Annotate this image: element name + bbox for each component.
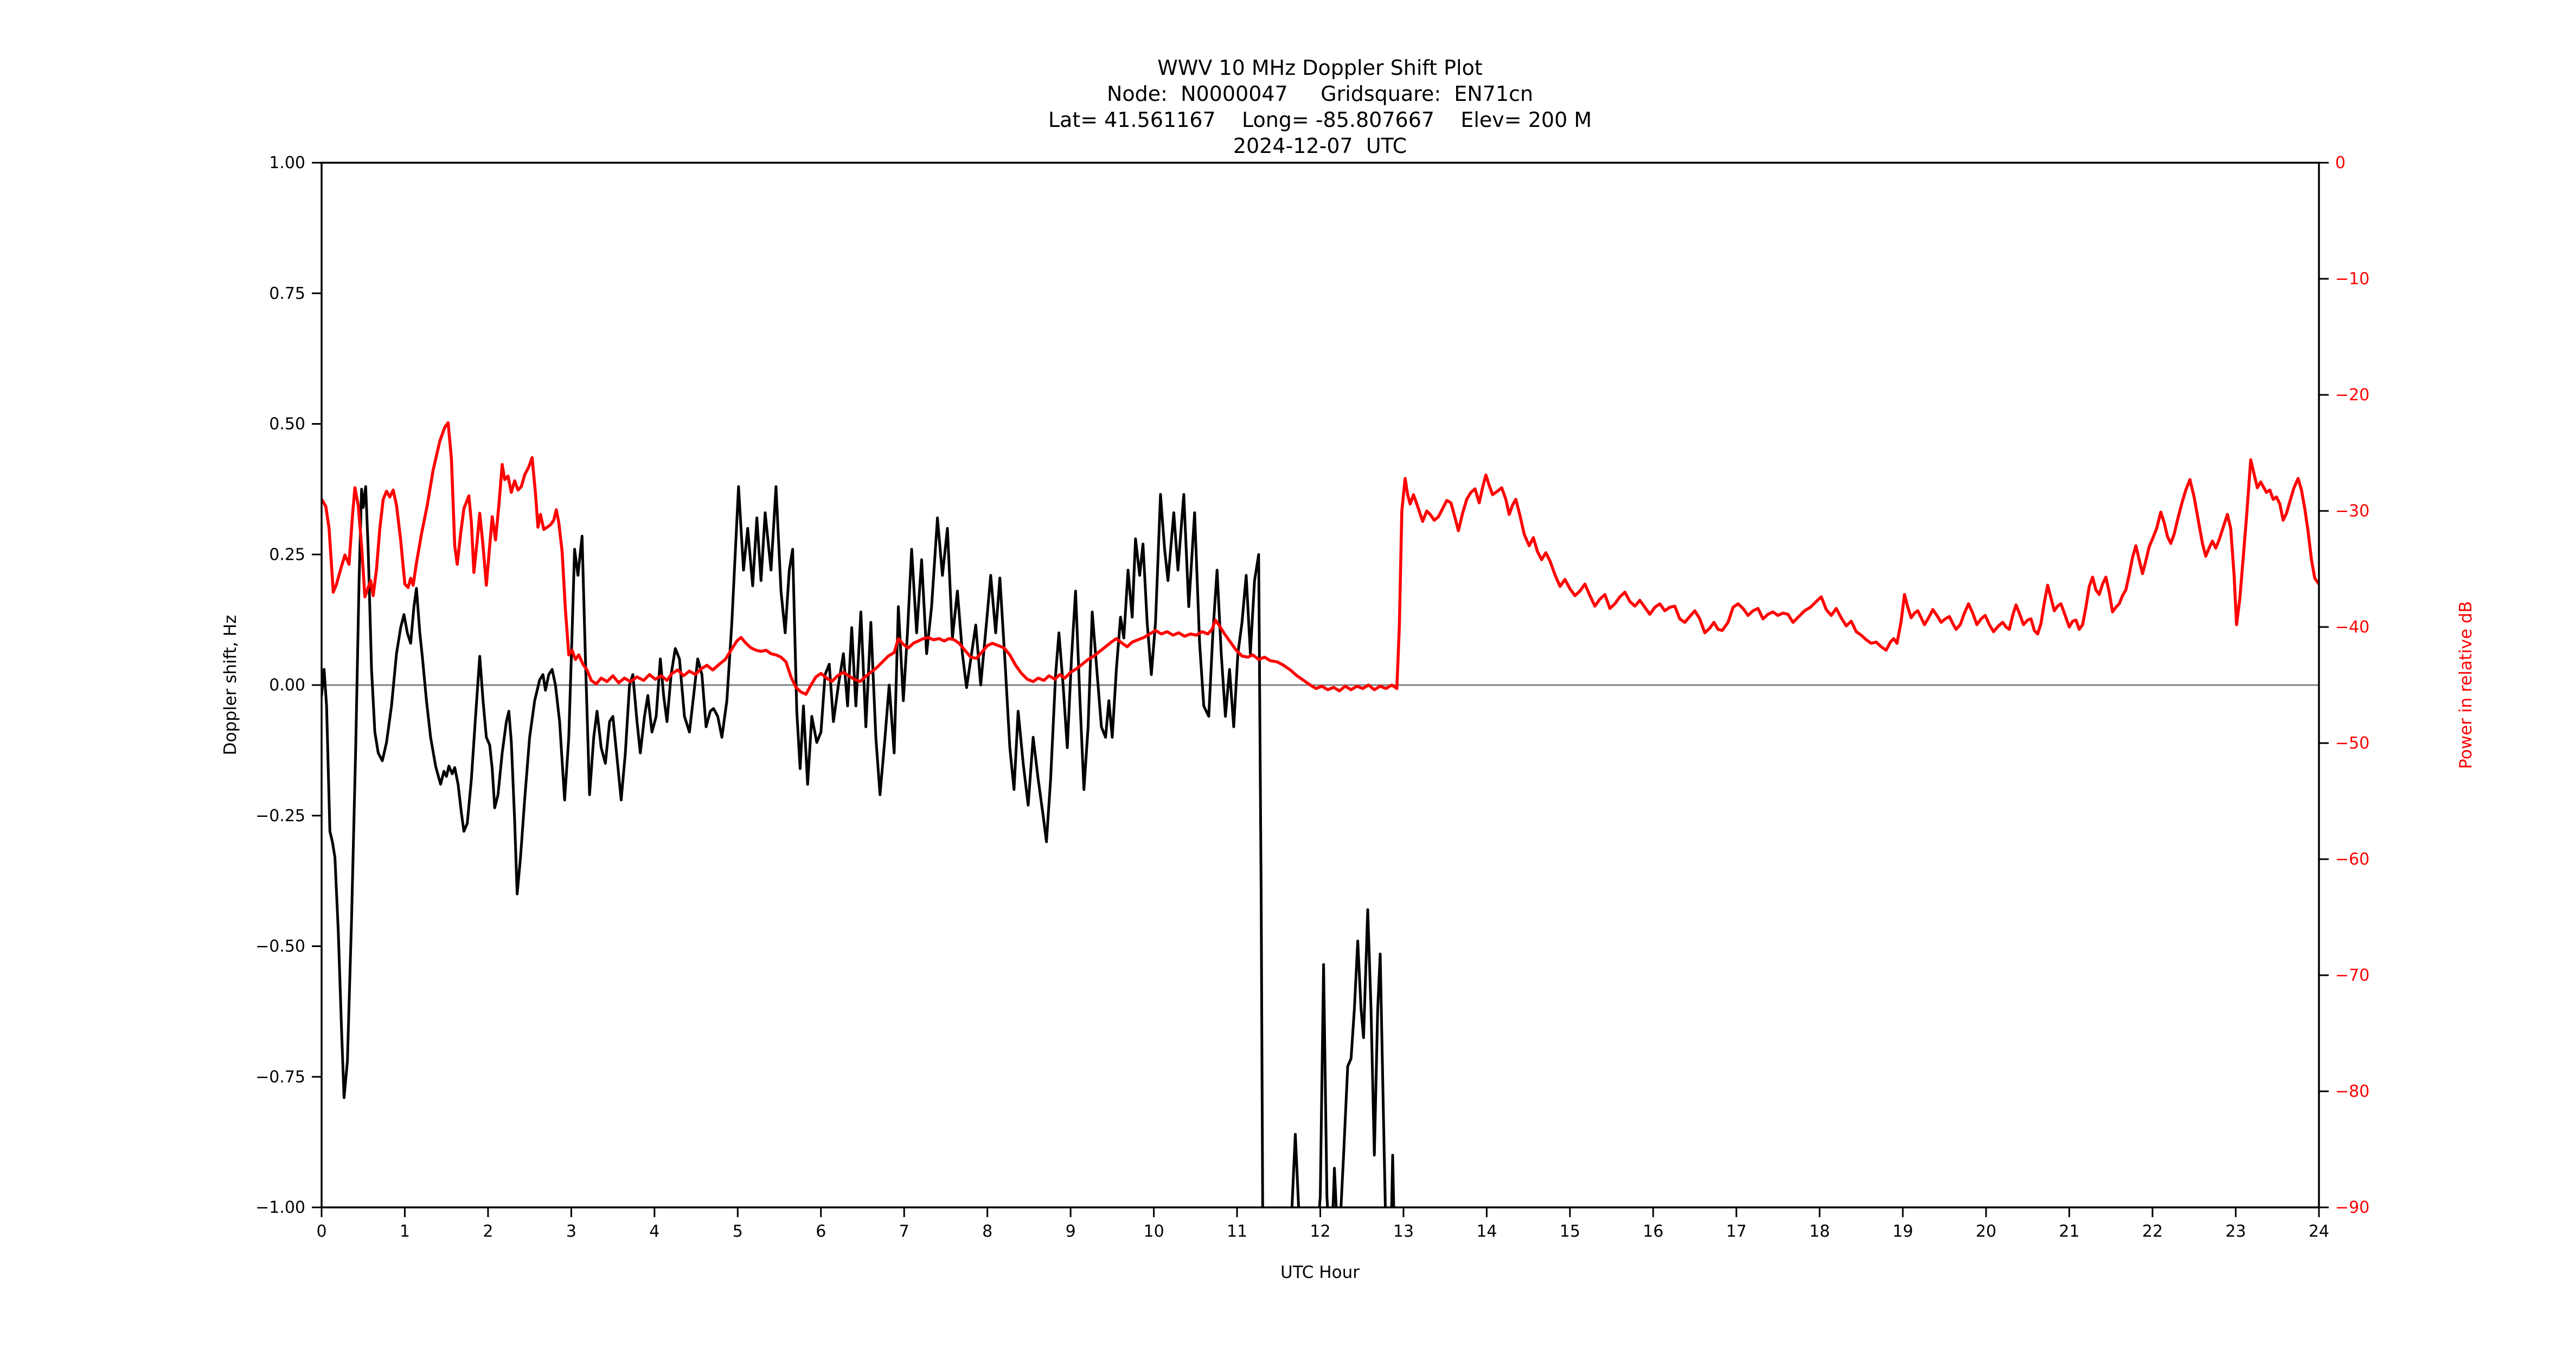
series-group [322, 421, 2319, 1207]
x-tick-label: 1 [400, 1222, 410, 1241]
x-tick-label: 23 [2225, 1222, 2246, 1241]
y-left-tick-label: 0.50 [269, 415, 305, 434]
x-tick-label: 14 [1476, 1222, 1497, 1241]
x-tick-label: 19 [1893, 1222, 1913, 1241]
x-tick-label: 4 [649, 1222, 659, 1241]
y-left-tick-label: 0.75 [269, 284, 305, 303]
x-tick-label: 17 [1726, 1222, 1747, 1241]
x-tick-label: 9 [1066, 1222, 1076, 1241]
y-left-tick-label: 0.25 [269, 545, 305, 564]
y-right-tick-label: −20 [2335, 386, 2369, 405]
plot-border [321, 162, 2320, 1208]
y-right-tick-label: −70 [2335, 966, 2369, 985]
y-right-tick-label: −10 [2335, 270, 2369, 289]
y-right-tick-label: −80 [2335, 1082, 2369, 1101]
y-right-tick-label: −40 [2335, 618, 2369, 637]
x-tick-label: 11 [1227, 1222, 1247, 1241]
x-tick-label: 13 [1393, 1222, 1414, 1241]
x-tick-label: 7 [899, 1222, 909, 1241]
x-tick-label: 10 [1143, 1222, 1164, 1241]
y-right-tick-label: −30 [2335, 502, 2369, 521]
x-axis-label: UTC Hour [1280, 1263, 1360, 1282]
y-right-tick-label: 0 [2335, 153, 2346, 172]
x-tick-label: 5 [733, 1222, 743, 1241]
chart-title-line-4: 2024-12-07 UTC [1233, 134, 1407, 158]
chart-title-line-3: Lat= 41.561167 Long= -85.807667 Elev= 20… [1048, 108, 1592, 132]
x-tick-label: 8 [982, 1222, 992, 1241]
x-tick-label: 12 [1310, 1222, 1330, 1241]
x-tick-label: 18 [1809, 1222, 1830, 1241]
x-tick-label: 21 [2059, 1222, 2080, 1241]
axis-ticks-group: 0 1 2 3 4 5 6 7 8 9 10 11 12 13 14 15 16 17 18 19 20 21 22 23 24… [255, 153, 2369, 1241]
y-right-tick-label: −90 [2335, 1198, 2369, 1217]
x-tick-label: 6 [816, 1222, 826, 1241]
y-left-tick-label: 1.00 [269, 153, 305, 172]
x-tick-label: 20 [1976, 1222, 1996, 1241]
y-left-tick-label: −1.00 [255, 1198, 305, 1217]
y-left-tick-label: −0.50 [255, 937, 305, 956]
y-left-tick-label: −0.25 [255, 807, 305, 826]
x-tick-label: 24 [2309, 1222, 2329, 1241]
x-tick-label: 2 [483, 1222, 493, 1241]
x-tick-label: 16 [1643, 1222, 1663, 1241]
chart-title-line-1: WWV 10 MHz Doppler Shift Plot [1157, 56, 1483, 80]
y-left-tick-label: −0.75 [255, 1067, 305, 1086]
x-tick-label: 22 [2142, 1222, 2163, 1241]
right-axis-label: Power in relative dB [2456, 601, 2476, 769]
y-right-tick-label: −60 [2335, 850, 2369, 869]
doppler-series-line [322, 485, 1395, 1207]
chart-title-line-2: Node: N0000047 Gridsquare: EN71cn [1107, 82, 1533, 106]
x-tick-label: 0 [316, 1222, 326, 1241]
y-left-tick-label: 0.00 [269, 676, 305, 695]
power-series-line [322, 421, 2319, 696]
left-axis-label: Doppler shift, Hz [221, 615, 240, 756]
x-tick-label: 3 [566, 1222, 576, 1241]
x-tick-label: 15 [1560, 1222, 1580, 1241]
y-right-tick-label: −50 [2335, 734, 2369, 753]
